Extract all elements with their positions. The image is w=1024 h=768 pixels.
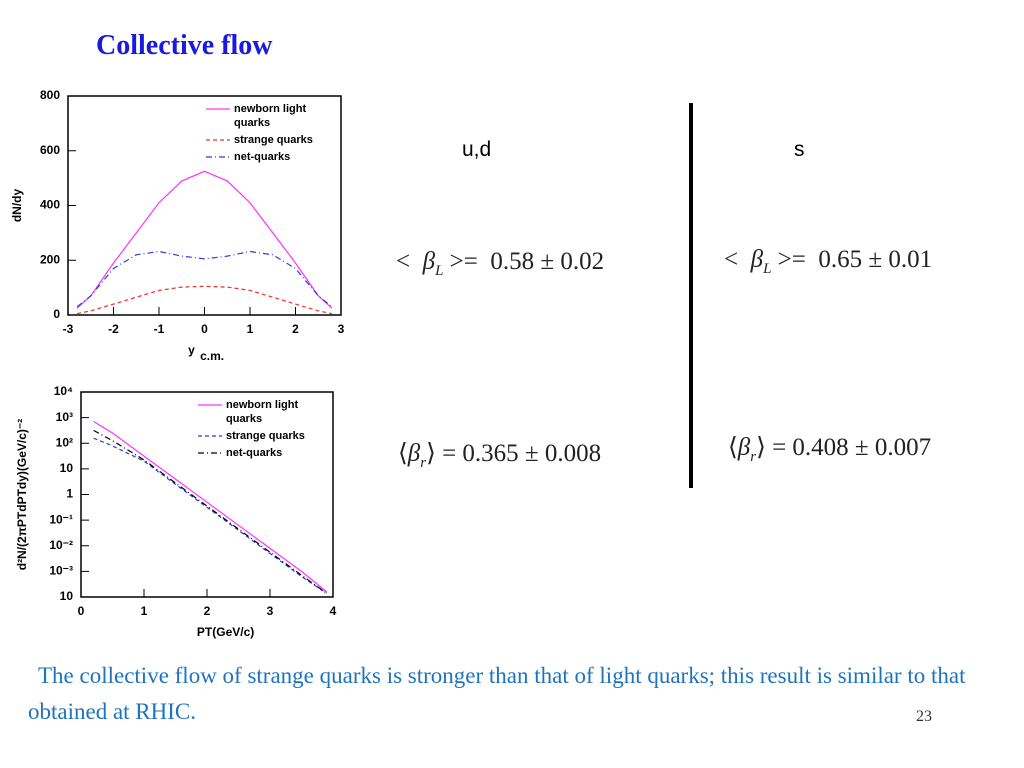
x-tick-label: 0 (78, 604, 85, 618)
legend-label: net-quarks (226, 447, 283, 459)
series-line (76, 285, 333, 315)
y-tick-label: 10² (56, 435, 73, 449)
formula-part: 0.408 ± 0.007 (792, 434, 932, 461)
formula-part: β (750, 246, 764, 273)
y-tick-label: 400 (40, 198, 60, 212)
column-header: u,d (462, 138, 492, 161)
formula-part: ⟨ (398, 440, 408, 467)
x-axis-label-sub: c.m. (200, 349, 224, 363)
legend-label: net-quarks (234, 151, 291, 163)
y-tick-label: 600 (40, 143, 60, 157)
x-tick-label: -2 (108, 322, 119, 336)
y-tick-label: 10⁻² (49, 538, 73, 552)
formula: < βL >= 0.58 ± 0.02 (396, 248, 604, 280)
formula-part: L (763, 261, 772, 277)
formula-part: L (435, 263, 444, 279)
formula-part: β (407, 440, 421, 467)
formula-part: ⟩ = (426, 440, 457, 467)
x-tick-label: -3 (63, 322, 74, 336)
formula: ⟨βr⟩ = 0.365 ± 0.008 (398, 438, 601, 472)
x-tick-label: 1 (141, 604, 148, 618)
y-tick-label: 10 (60, 589, 74, 603)
series-line (76, 170, 333, 309)
x-tick-label: 2 (292, 322, 299, 336)
y-tick-label: 10⁻³ (49, 564, 73, 578)
x-axis-label: y (188, 343, 195, 357)
slide-title: Collective flow (96, 30, 273, 61)
y-tick-label: 200 (40, 252, 60, 266)
formula-part: r (420, 455, 427, 471)
y-axis-label: dN/dy (10, 189, 24, 223)
footer-text: The collective flow of strange quarks is… (28, 663, 966, 724)
column-header: s (794, 138, 805, 161)
x-tick-label: 3 (267, 604, 274, 618)
formula-part: 0.58 ± 0.02 (490, 248, 605, 275)
formula-part: < (396, 248, 411, 275)
formula-part: β (422, 248, 436, 275)
y-tick-label: 10³ (56, 410, 73, 424)
y-tick-label: 10⁴ (54, 384, 73, 398)
formula-part: >= (449, 248, 478, 275)
series-line (76, 250, 333, 308)
x-tick-label: 4 (330, 604, 337, 618)
y-tick-label: 0 (53, 307, 60, 321)
formula-part: ⟨ (728, 434, 738, 461)
legend-label: newborn light quarks (226, 399, 299, 425)
y-tick-label: 10 (60, 461, 74, 475)
formula-part: 0.65 ± 0.01 (818, 246, 933, 273)
series-line (93, 437, 328, 594)
formula-part: >= (777, 246, 806, 273)
formula-part: r (750, 449, 757, 465)
x-tick-label: 2 (204, 604, 211, 618)
formula-part: 0.365 ± 0.008 (462, 440, 602, 467)
legend-label: strange quarks (234, 134, 313, 146)
formula-part: β (737, 434, 751, 461)
formula-part: ⟩ = (756, 434, 787, 461)
formula: ⟨βr⟩ = 0.408 ± 0.007 (728, 432, 931, 466)
x-tick-label: 1 (247, 322, 254, 336)
formula: < βL >= 0.65 ± 0.01 (724, 246, 932, 278)
y-tick-label: 10⁻¹ (49, 512, 73, 526)
x-tick-label: 0 (201, 322, 208, 336)
y-tick-label: 800 (40, 88, 60, 102)
x-tick-label: 3 (338, 322, 345, 336)
y-tick-label: 1 (66, 487, 73, 501)
series-line (93, 420, 328, 593)
legend-label: newborn light quarks (234, 103, 307, 129)
y-axis-label: d²N/(2πPTdPTdy)(GeV/c)⁻² (15, 419, 29, 571)
legend-label: strange quarks (226, 430, 305, 442)
formula-part: < (724, 246, 739, 273)
x-axis-label: PT(GeV/c) (197, 625, 254, 639)
page-number: 23 (916, 708, 932, 725)
x-tick-label: -1 (154, 322, 165, 336)
